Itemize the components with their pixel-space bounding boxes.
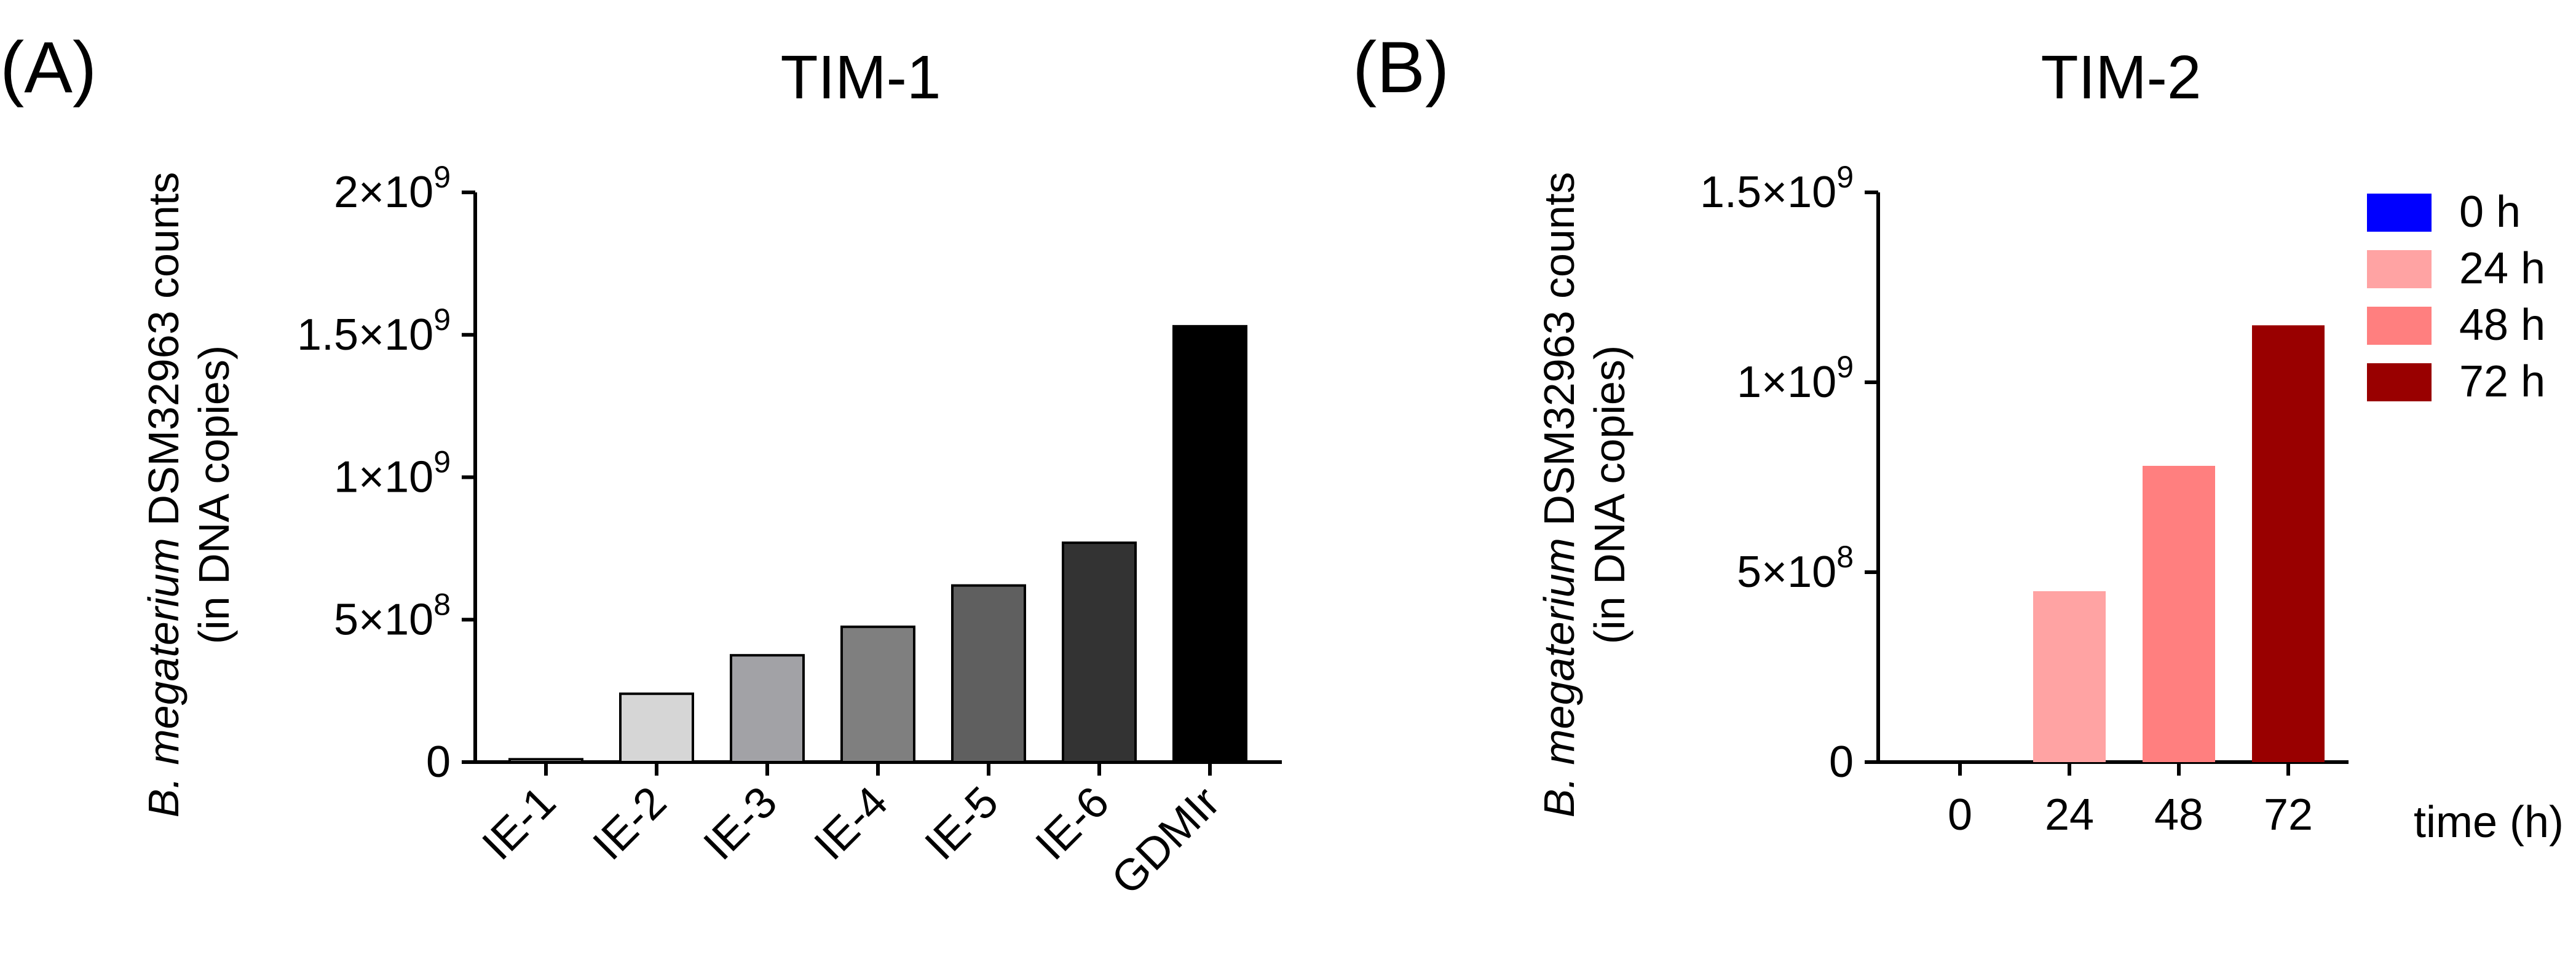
chart-a-x-tick-label: GDMIr: [1102, 777, 1229, 904]
chart-a-x-tick-label: IE-1: [473, 777, 565, 870]
chart-b-ylabel-species: B. megaterium: [1535, 538, 1583, 817]
chart-b-title: TIM-2: [2041, 43, 2201, 112]
chart-b-y-axis-label-line2: (in DNA copies): [1586, 345, 1634, 644]
chart-b-y-tick-base: 1.5×10: [1700, 168, 1836, 217]
chart-a-y-axis-label-line2: (in DNA copies): [190, 345, 238, 644]
chart-b-legend-label-24: 24 h: [2459, 244, 2545, 293]
chart-b-y-tick-label: 1.5×109: [1700, 160, 1854, 217]
chart-a-y-tick-label: 0: [426, 738, 451, 787]
chart-a-bar-ie-4: [840, 625, 915, 764]
chart-a-bar-ie-1: [508, 758, 583, 763]
chart-a-ylabel-species: B. megaterium: [140, 538, 188, 817]
chart-b-bar-72: [2252, 325, 2325, 762]
chart-a-y-axis-label: B. megaterium DSM32963 counts (in DNA co…: [140, 172, 238, 818]
chart-a-y-tick-base: 1×10: [334, 453, 433, 502]
chart-a-y-tick-base: 0: [426, 738, 451, 787]
chart-a-y-tick-exponent: 9: [433, 445, 451, 479]
chart-a-y-tick-label: 5×108: [334, 587, 451, 644]
chart-b-y-axis-label-line1: B. megaterium DSM32963 counts: [1535, 172, 1583, 818]
chart-a-ylabel-rest: DSM32963 counts: [140, 172, 188, 538]
chart-a-x-tick-label: IE-3: [694, 777, 786, 870]
chart-a-bar-ie-3: [730, 654, 805, 763]
chart-b-legend-swatch-24: [2367, 250, 2432, 288]
chart-a-y-axis-label-line1: B. megaterium DSM32963 counts: [140, 172, 188, 818]
chart-b-y-tick-base: 0: [1829, 738, 1854, 787]
chart-b-legend-swatch-48: [2367, 307, 2432, 345]
chart-a-y-tick-base: 1.5×10: [297, 310, 433, 360]
chart-a-y-tick-exponent: 8: [433, 587, 451, 621]
chart-a-y-tick-base: 2×10: [334, 168, 433, 217]
chart-b-x-axis-label: time (h): [2414, 798, 2564, 847]
chart-a-y-tick-base: 5×10: [334, 595, 433, 644]
chart-b-y-tick-exponent: 9: [1836, 160, 1854, 194]
chart-a-bar-ie-2: [619, 692, 694, 764]
chart-tim-2: TIM-2 B. megaterium DSM32963 counts (in …: [1535, 43, 2564, 847]
chart-a-y-tick-exponent: 9: [433, 302, 451, 337]
chart-b-legend-label-72: 72 h: [2459, 357, 2545, 406]
chart-b-y-axis-label: B. megaterium DSM32963 counts (in DNA co…: [1535, 172, 1634, 818]
chart-a-x-tick-label: IE-2: [583, 777, 676, 870]
chart-b-x-tick-label: 48: [2154, 790, 2203, 840]
chart-b-y-tick-exponent: 8: [1836, 540, 1854, 574]
panel-label-b: (B): [1353, 27, 1449, 108]
chart-a-x-tick-label: IE-6: [1026, 777, 1118, 870]
chart-b-y-tick-exponent: 9: [1836, 350, 1854, 384]
chart-b-y-tick-base: 1×10: [1737, 358, 1836, 407]
chart-a-title: TIM-1: [780, 43, 941, 112]
chart-b-y-tick-label: 1×109: [1737, 350, 1854, 407]
chart-b-legend-label-0: 0 h: [2459, 187, 2521, 237]
chart-b-y-tick-label: 5×108: [1737, 540, 1854, 597]
chart-a-bar-ie-6: [1062, 541, 1137, 763]
chart-b-x-tick-label: 72: [2264, 790, 2313, 840]
chart-a-bar-gdmir: [1172, 325, 1247, 763]
chart-b-legend-swatch-0: [2367, 194, 2432, 232]
chart-a-x-tick-label: IE-5: [915, 777, 1008, 870]
chart-b-y-tick-label: 0: [1829, 738, 1854, 787]
chart-tim-1: TIM-1 B. megaterium DSM32963 counts (in …: [140, 43, 1282, 904]
chart-a-y-tick-label: 2×109: [334, 160, 451, 217]
chart-a-y-tick-label: 1×109: [334, 445, 451, 502]
chart-a-y-tick-label: 1.5×109: [297, 302, 451, 360]
chart-b-x-tick-label: 0: [1948, 790, 1972, 840]
chart-a-x-tick-label: IE-4: [805, 777, 897, 870]
chart-a-y-tick-exponent: 9: [433, 160, 451, 194]
chart-b-x-tick-label: 24: [2045, 790, 2094, 840]
chart-b-bar-48: [2143, 465, 2215, 762]
chart-b-bar-24: [2033, 591, 2106, 762]
chart-b-ylabel-rest: DSM32963 counts: [1535, 172, 1583, 538]
panel-label-a: (A): [0, 27, 97, 108]
chart-b-legend-swatch-72: [2367, 363, 2432, 401]
chart-b-legend-label-48: 48 h: [2459, 301, 2545, 350]
chart-a-bar-ie-5: [951, 584, 1026, 763]
chart-b-legend: 0 h 24 h 48 h 72 h: [2367, 187, 2545, 406]
chart-b-y-tick-base: 5×10: [1737, 548, 1836, 597]
